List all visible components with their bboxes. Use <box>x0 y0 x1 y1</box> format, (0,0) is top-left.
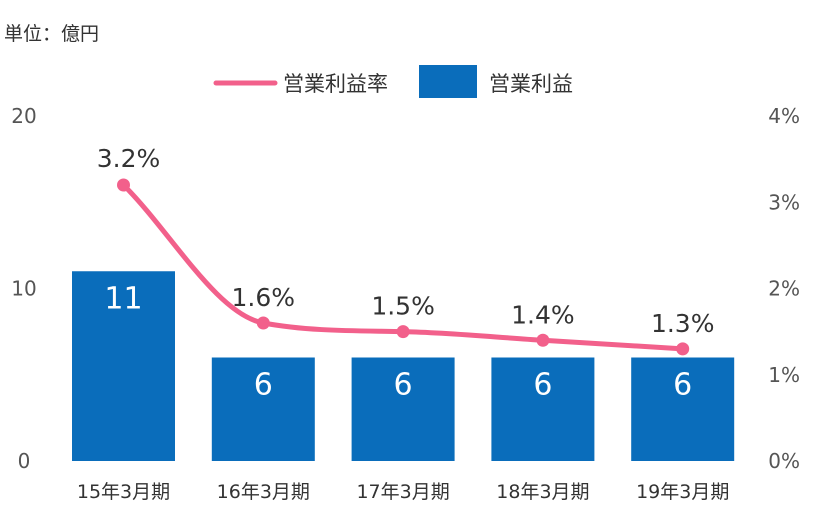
bar <box>72 271 175 461</box>
line-value-label: 1.3% <box>651 309 715 338</box>
y-left-tick-label: 0 <box>18 449 31 473</box>
line-value-label: 1.6% <box>232 283 296 312</box>
x-tick-label: 17年3月期 <box>356 481 449 503</box>
line-value-label: 3.2% <box>97 144 161 173</box>
bar-value-label: 6 <box>533 368 552 403</box>
line-point <box>396 325 410 339</box>
legend-bar-swatch <box>419 65 477 98</box>
legend-bar-label: 営業利益 <box>489 72 573 96</box>
unit-label: 単位：億円 <box>4 23 100 45</box>
line-value-label: 1.4% <box>511 300 575 329</box>
x-tick-label: 15年3月期 <box>77 481 170 503</box>
line-point <box>536 333 550 347</box>
line-series <box>121 182 686 352</box>
x-tick-label: 16年3月期 <box>217 481 310 503</box>
line-point <box>676 342 690 356</box>
bar-value-label: 6 <box>394 368 413 403</box>
legend-line-label: 営業利益率 <box>283 72 388 96</box>
y-left-tick-label: 10 <box>11 277 36 301</box>
bar-value-label: 11 <box>104 281 142 316</box>
bar <box>211 357 315 461</box>
y-right-tick-label: 3% <box>768 190 800 214</box>
bar <box>351 357 455 461</box>
x-tick-label: 18年3月期 <box>496 481 589 503</box>
bar-value-label: 6 <box>254 368 273 403</box>
y-left-tick-label: 20 <box>11 104 36 128</box>
bar-value-label: 6 <box>673 368 692 403</box>
y-right-tick-label: 1% <box>768 363 800 387</box>
y-right-tick-label: 2% <box>768 277 800 301</box>
y-right-tick-label: 4% <box>768 104 800 128</box>
bar <box>491 357 595 461</box>
line-point <box>256 316 270 330</box>
x-tick-label: 19年3月期 <box>636 481 729 503</box>
bar <box>631 357 735 461</box>
y-right-tick-label: 0% <box>768 449 800 473</box>
line-point <box>117 178 130 192</box>
line-value-label: 1.5% <box>371 292 435 321</box>
